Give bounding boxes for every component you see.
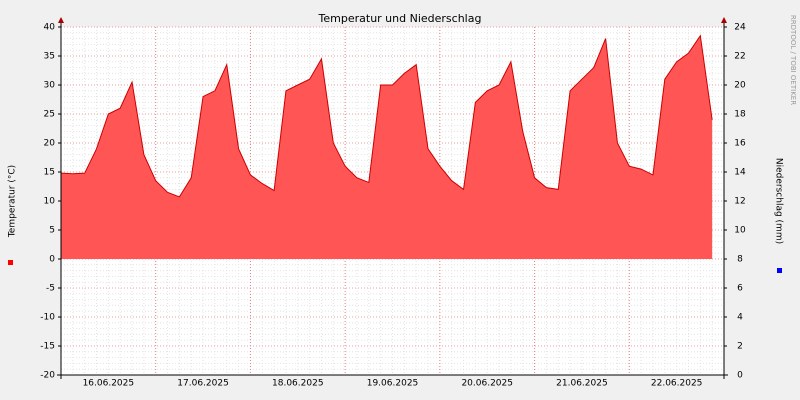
y-tick-label: 5 xyxy=(49,226,55,236)
y2-tick-label: 24 xyxy=(734,23,746,33)
y2-tick-label: 2 xyxy=(737,342,743,352)
area xyxy=(61,35,713,260)
marks xyxy=(60,34,713,260)
x-tick-label: 19.06.2025 xyxy=(367,379,419,389)
y-tick-label: 15 xyxy=(44,168,55,178)
y-tick-label: 25 xyxy=(44,110,55,120)
y2-tick-label: 16 xyxy=(734,139,746,149)
y-tick-label: -10 xyxy=(40,313,55,323)
y2-tick-label: 20 xyxy=(734,81,746,91)
x-tick-label: 17.06.2025 xyxy=(177,379,229,389)
x-tick-label: 21.06.2025 xyxy=(556,379,608,389)
y2-tick-label: 10 xyxy=(734,226,746,236)
y-tick-label: -20 xyxy=(40,371,55,381)
line xyxy=(60,34,713,198)
legend-swatch xyxy=(8,260,13,265)
x-tick-label: 16.06.2025 xyxy=(83,379,135,389)
y-tick-label: -15 xyxy=(40,342,55,352)
y2-axis-label: Niederschlag (mm) xyxy=(774,158,784,244)
y-tick-label: 0 xyxy=(49,255,55,265)
x-tick-label: 20.06.2025 xyxy=(461,379,513,389)
y-tick-label: -5 xyxy=(46,284,55,294)
chart-title: Temperatur und Niederschlag xyxy=(318,12,482,25)
axis-arrow xyxy=(721,17,727,23)
x-tick-label: 18.06.2025 xyxy=(272,379,324,389)
y2-tick-label: 0 xyxy=(737,371,743,381)
y2-tick-label: 4 xyxy=(737,313,743,323)
y-tick-label: 35 xyxy=(44,52,55,62)
y-tick-label: 20 xyxy=(44,139,56,149)
axis-arrow xyxy=(58,17,64,23)
y2-tick-label: 18 xyxy=(734,110,746,120)
y2-tick-label: 8 xyxy=(737,255,743,265)
y-tick-label: 40 xyxy=(44,23,56,33)
y-axis-label: Temperatur (°C) xyxy=(8,165,18,238)
y2-tick-label: 22 xyxy=(734,52,745,62)
y2-tick-label: 12 xyxy=(734,197,745,207)
y2-tick-label: 14 xyxy=(734,168,746,178)
y-tick-label: 30 xyxy=(44,81,56,91)
watermark: RRDTOOL / TOBI OETIKER xyxy=(789,15,797,105)
y2-tick-label: 6 xyxy=(737,284,743,294)
y-tick-label: 10 xyxy=(44,197,56,207)
x-tick-label: 22.06.2025 xyxy=(651,379,703,389)
legend-swatch xyxy=(777,268,782,273)
